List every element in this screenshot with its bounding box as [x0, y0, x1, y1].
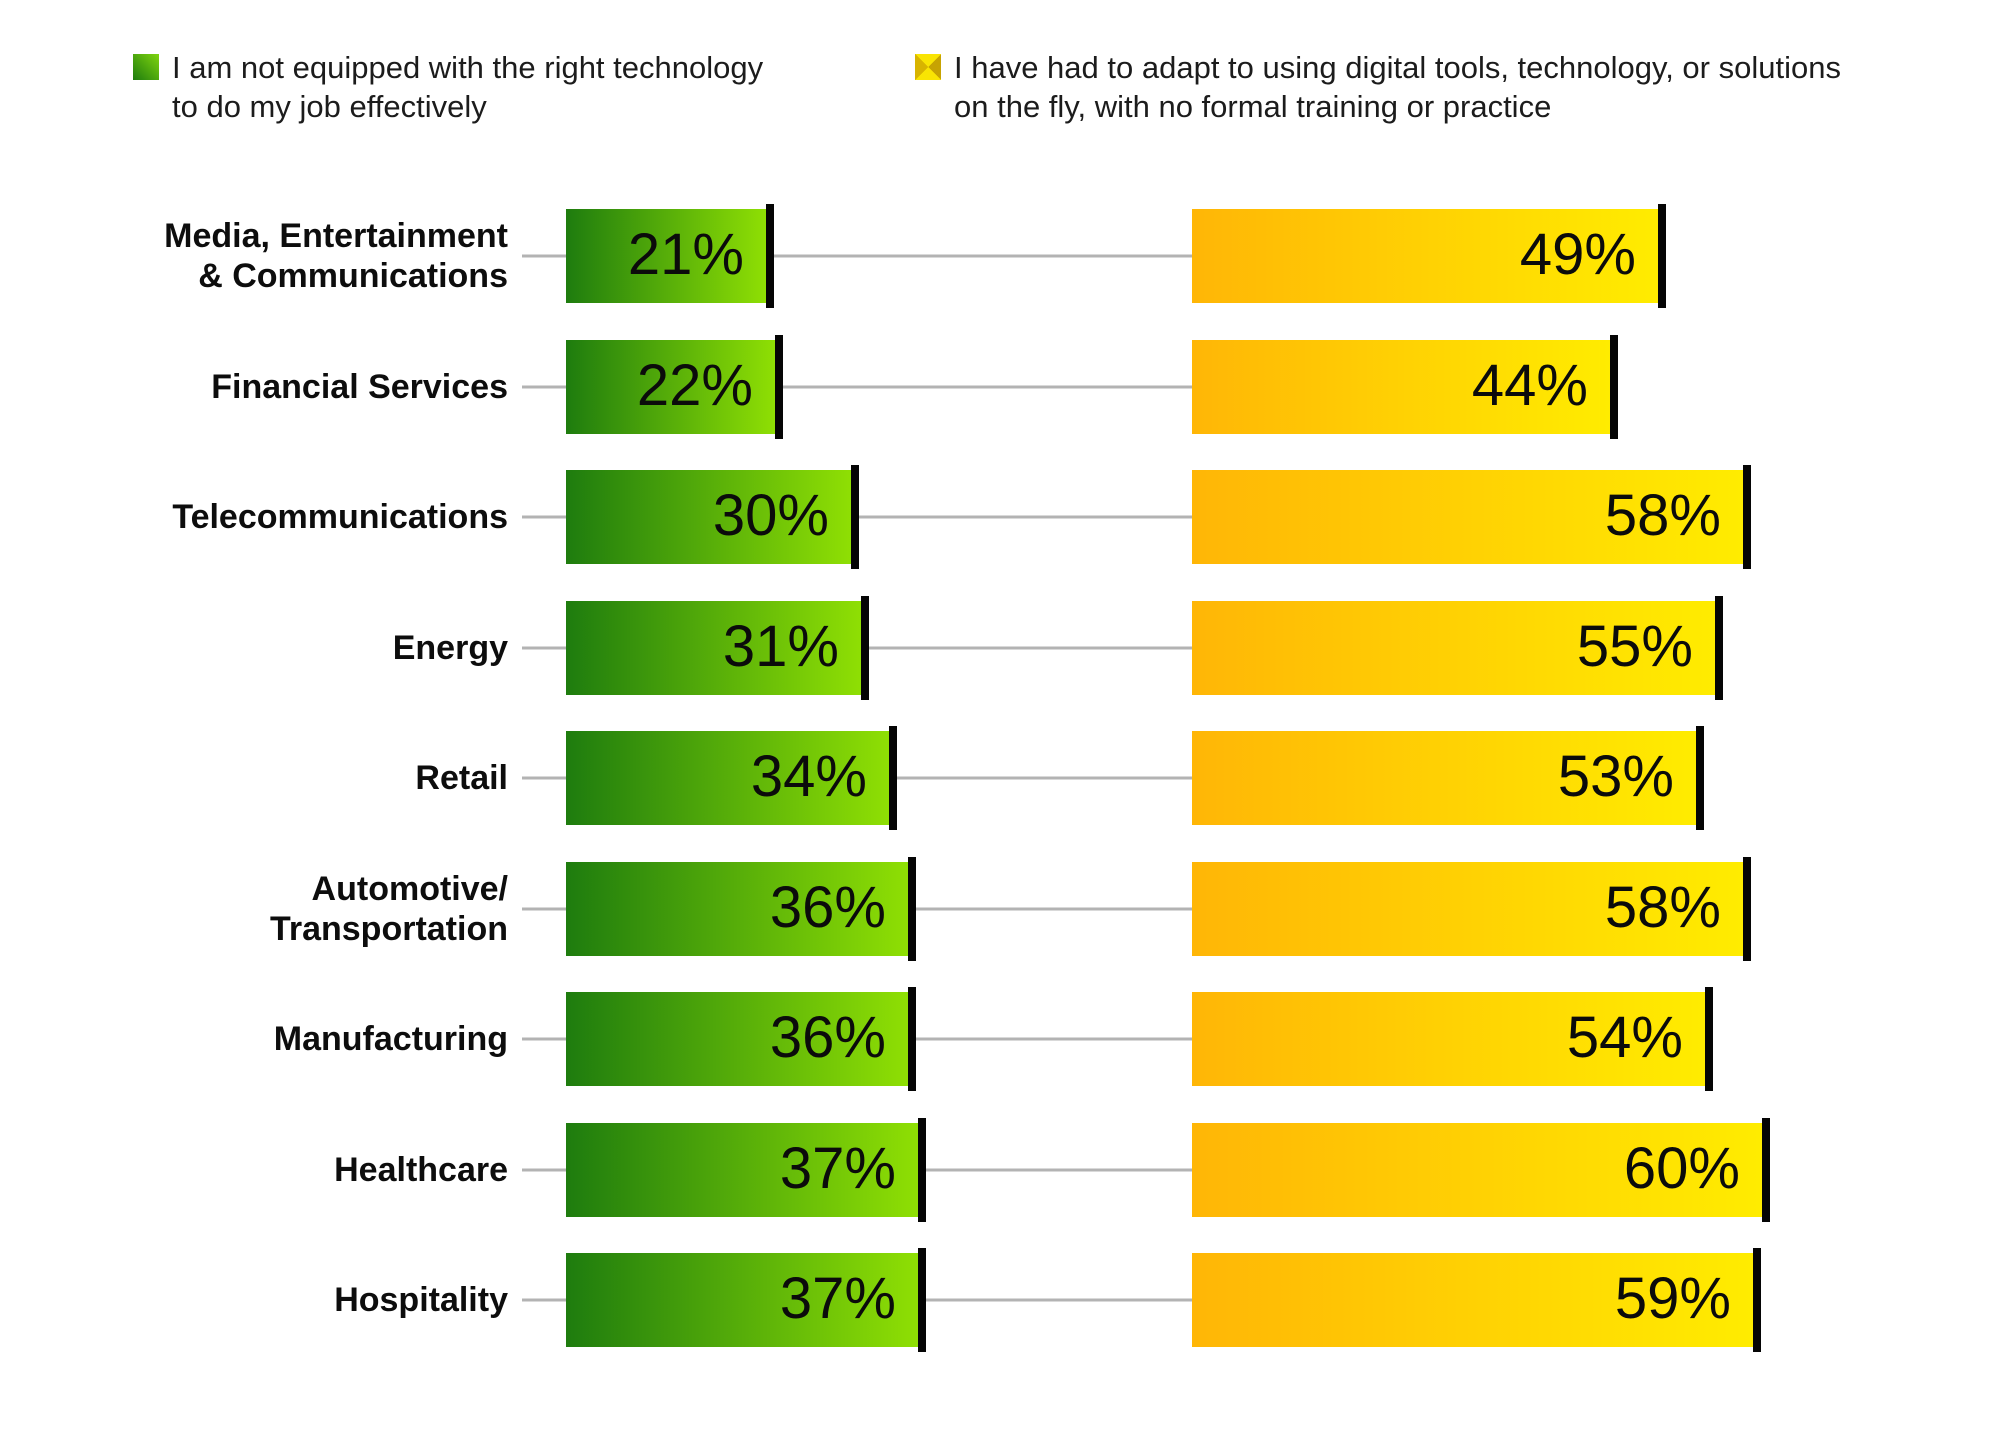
yellow-bar-end-cap	[1696, 726, 1704, 831]
chart-row: Retail 34% 53%	[0, 713, 2000, 844]
green-bar: 37%	[566, 1117, 926, 1222]
legend-item-green: I am not equipped with the right technol…	[133, 48, 797, 126]
category-label: Manufacturing	[273, 1020, 508, 1059]
green-bar-value: 36%	[769, 1005, 886, 1071]
yellow-bar: 58%	[1192, 465, 1751, 570]
chart-row: Financial Services 22% 44%	[0, 322, 2000, 453]
label-leader-line	[522, 515, 566, 519]
label-leader-line	[522, 385, 566, 389]
category-label: Financial Services	[211, 367, 508, 406]
yellow-bar-value: 49%	[1519, 222, 1636, 288]
chart-row: Telecommunications 30% 58%	[0, 452, 2000, 583]
green-bar-end-cap	[766, 204, 774, 309]
mid-leader-line	[783, 385, 1192, 389]
mid-leader-line	[926, 1168, 1192, 1172]
mid-leader-line	[869, 646, 1192, 650]
green-bar-value: 22%	[636, 352, 753, 418]
green-bar-value: 36%	[769, 874, 886, 940]
chart-row: Automotive/Transportation 36% 58%	[0, 844, 2000, 975]
green-bar-end-cap	[908, 856, 916, 961]
mid-leader-line	[916, 907, 1192, 911]
green-bar: 34%	[566, 726, 897, 831]
green-bar-end-cap	[889, 726, 897, 831]
category-label: Automotive/Transportation	[269, 869, 508, 948]
green-bar-value: 37%	[779, 1266, 896, 1332]
yellow-bar-end-cap	[1762, 1117, 1770, 1222]
green-bar-end-cap	[851, 465, 859, 570]
mid-leader-line	[916, 1037, 1192, 1041]
yellow-bar-end-cap	[1610, 334, 1618, 439]
yellow-bar-end-cap	[1743, 465, 1751, 570]
green-bar: 31%	[566, 595, 869, 700]
label-leader-line	[522, 254, 566, 258]
yellow-bar-value: 53%	[1557, 744, 1674, 810]
yellow-bar: 58%	[1192, 856, 1751, 961]
category-label: Hospitality	[334, 1281, 508, 1320]
yellow-bar: 49%	[1192, 204, 1666, 309]
yellow-bar-end-cap	[1658, 204, 1666, 309]
green-bar: 37%	[566, 1248, 926, 1353]
chart-row: Healthcare 37% 60%	[0, 1105, 2000, 1236]
yellow-bar: 53%	[1192, 726, 1704, 831]
chart-row: Energy 31% 55%	[0, 583, 2000, 714]
yellow-bar: 59%	[1192, 1248, 1761, 1353]
bar-chart: Media, Entertainment & Communications 21%…	[0, 191, 2000, 1366]
label-leader-line	[522, 1298, 566, 1302]
green-bar-end-cap	[775, 334, 783, 439]
category-label: Energy	[392, 628, 508, 667]
yellow-bar-value: 44%	[1471, 352, 1588, 418]
yellow-bar-value: 55%	[1576, 613, 1693, 679]
green-bar-value: 30%	[712, 483, 829, 549]
yellow-bar-value: 58%	[1604, 483, 1721, 549]
label-leader-line	[522, 907, 566, 911]
yellow-bar-end-cap	[1715, 595, 1723, 700]
yellow-bar-end-cap	[1743, 856, 1751, 961]
yellow-bar: 44%	[1192, 334, 1618, 439]
label-leader-line	[522, 776, 566, 780]
mid-leader-line	[926, 1298, 1192, 1302]
green-bar-value: 31%	[722, 613, 839, 679]
green-bar: 36%	[566, 856, 916, 961]
yellow-bar-value: 54%	[1566, 1005, 1683, 1071]
mid-leader-line	[774, 254, 1192, 258]
yellow-bar-end-cap	[1753, 1248, 1761, 1353]
yellow-bar: 60%	[1192, 1117, 1770, 1222]
yellow-bar: 54%	[1192, 987, 1713, 1092]
green-bar-end-cap	[918, 1117, 926, 1222]
green-bar: 22%	[566, 334, 783, 439]
green-bar: 21%	[566, 204, 774, 309]
category-label: Telecommunications	[172, 498, 508, 537]
yellow-bar-end-cap	[1705, 987, 1713, 1092]
yellow-swatch-icon	[915, 54, 941, 80]
chart-row: Manufacturing 36% 54%	[0, 974, 2000, 1105]
chart-row: Hospitality 37% 59%	[0, 1235, 2000, 1366]
legend-label-green: I am not equipped with the right technol…	[172, 50, 764, 124]
label-leader-line	[522, 646, 566, 650]
yellow-bar: 55%	[1192, 595, 1723, 700]
yellow-bar-value: 58%	[1604, 874, 1721, 940]
category-label: Media, Entertainment & Communications	[164, 217, 508, 296]
green-bar: 30%	[566, 465, 859, 570]
green-swatch-icon	[133, 54, 159, 80]
mid-leader-line	[859, 515, 1192, 519]
label-leader-line	[522, 1037, 566, 1041]
legend-item-yellow: I have had to adapt to using digital too…	[915, 48, 1884, 126]
category-label: Healthcare	[334, 1150, 508, 1189]
green-bar-value: 34%	[750, 744, 867, 810]
chart-row: Media, Entertainment & Communications 21%…	[0, 191, 2000, 322]
green-bar-end-cap	[861, 595, 869, 700]
green-bar: 36%	[566, 987, 916, 1092]
yellow-bar-value: 60%	[1623, 1135, 1740, 1201]
legend-label-yellow: I have had to adapt to using digital too…	[954, 50, 1841, 124]
green-bar-value: 21%	[627, 222, 744, 288]
mid-leader-line	[897, 776, 1192, 780]
label-leader-line	[522, 1168, 566, 1172]
green-bar-end-cap	[918, 1248, 926, 1353]
green-bar-end-cap	[908, 987, 916, 1092]
category-label: Retail	[415, 759, 508, 798]
green-bar-value: 37%	[779, 1135, 896, 1201]
yellow-bar-value: 59%	[1614, 1266, 1731, 1332]
